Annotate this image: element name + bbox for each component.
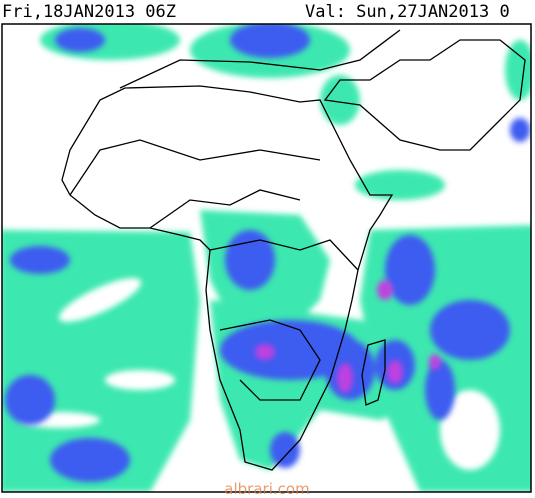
- precipitation: [2, 24, 531, 492]
- valid-time: Val: Sun,27JAN2013 0: [305, 2, 510, 22]
- run-time: Fri,18JAN2013 06Z: [2, 2, 176, 22]
- watermark: albrari.com: [224, 480, 309, 498]
- coastlines: [61, 29, 526, 471]
- frame: [1, 23, 532, 493]
